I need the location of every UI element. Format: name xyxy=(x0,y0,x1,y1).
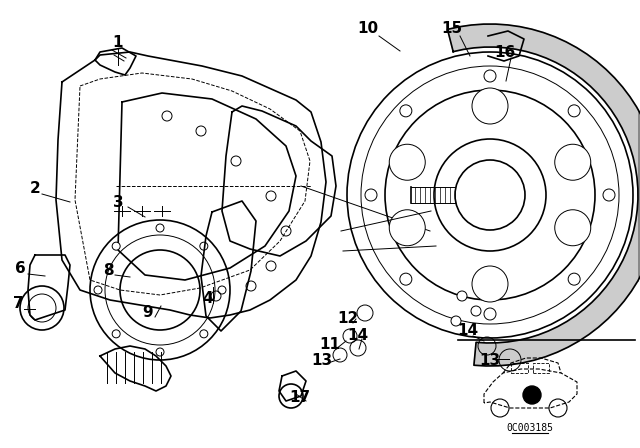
Text: 10: 10 xyxy=(357,21,379,35)
Text: 8: 8 xyxy=(102,263,113,277)
Text: 16: 16 xyxy=(494,44,516,60)
Text: 14: 14 xyxy=(458,323,479,337)
Text: 7: 7 xyxy=(13,296,23,310)
Circle shape xyxy=(451,316,461,326)
Circle shape xyxy=(484,70,496,82)
Text: 0C003185: 0C003185 xyxy=(506,423,554,433)
Text: 9: 9 xyxy=(143,305,154,319)
Circle shape xyxy=(568,273,580,285)
Circle shape xyxy=(568,105,580,117)
Polygon shape xyxy=(447,24,640,366)
Text: 6: 6 xyxy=(15,260,26,276)
Circle shape xyxy=(389,144,425,180)
Text: 13: 13 xyxy=(479,353,500,367)
Circle shape xyxy=(603,189,615,201)
Circle shape xyxy=(472,88,508,124)
Circle shape xyxy=(555,210,591,246)
Text: 3: 3 xyxy=(113,194,124,210)
Circle shape xyxy=(112,330,120,338)
Circle shape xyxy=(200,330,208,338)
Text: 11: 11 xyxy=(319,336,340,352)
Circle shape xyxy=(218,286,226,294)
Circle shape xyxy=(400,105,412,117)
Text: 12: 12 xyxy=(337,310,358,326)
Text: 14: 14 xyxy=(348,327,369,343)
Circle shape xyxy=(457,291,467,301)
Circle shape xyxy=(156,224,164,232)
Circle shape xyxy=(156,348,164,356)
Circle shape xyxy=(555,144,591,180)
Circle shape xyxy=(200,242,208,250)
Text: 2: 2 xyxy=(29,181,40,195)
Circle shape xyxy=(94,286,102,294)
Text: 17: 17 xyxy=(289,389,310,405)
Circle shape xyxy=(112,242,120,250)
Circle shape xyxy=(523,386,541,404)
Circle shape xyxy=(471,306,481,316)
Circle shape xyxy=(484,308,496,320)
Text: 4: 4 xyxy=(203,290,213,306)
Circle shape xyxy=(472,266,508,302)
Circle shape xyxy=(389,210,425,246)
Circle shape xyxy=(365,189,377,201)
Text: 15: 15 xyxy=(442,21,463,35)
Text: 13: 13 xyxy=(312,353,333,367)
Circle shape xyxy=(400,273,412,285)
Text: 1: 1 xyxy=(113,34,124,49)
